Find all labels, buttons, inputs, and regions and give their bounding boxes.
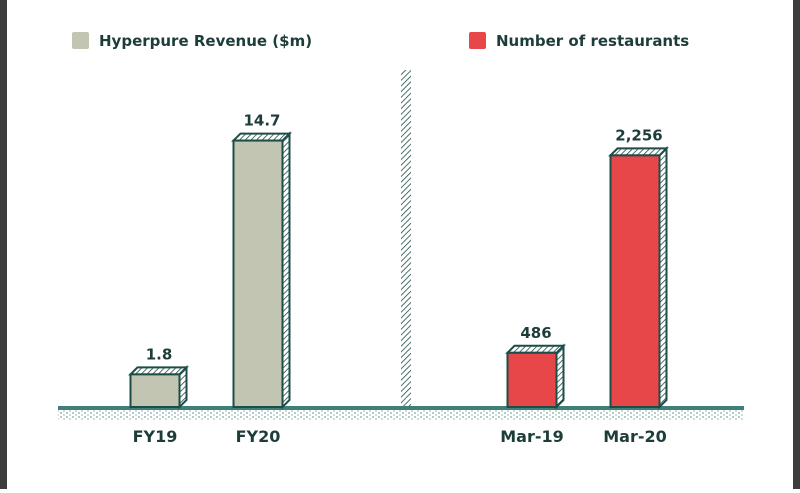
bar-mar-19 xyxy=(505,343,566,410)
legend-revenue: Hyperpure Revenue ($m) xyxy=(72,32,312,50)
tick-label-fy19: FY19 xyxy=(133,427,178,446)
bar-front-mar-20 xyxy=(609,154,661,408)
legend-restaurants-label: Number of restaurants xyxy=(496,32,689,50)
bar-mar-20 xyxy=(608,145,669,410)
legend-restaurants-swatch xyxy=(469,32,486,49)
bar-side-mar-19 xyxy=(555,343,565,410)
value-label-mar-19: 486 xyxy=(520,324,551,342)
bar-front-mar-19 xyxy=(506,351,558,408)
bar-front-fy19 xyxy=(129,373,181,408)
bar-top-fy19 xyxy=(128,366,189,376)
frame-edge-right xyxy=(793,0,800,489)
tick-label-mar-20: Mar-20 xyxy=(603,427,667,446)
panel-divider xyxy=(401,70,411,408)
bar-front-fy20 xyxy=(232,139,284,408)
value-label-fy19: 1.8 xyxy=(146,345,173,363)
bar-fy19 xyxy=(128,364,189,410)
bar-side-mar-20 xyxy=(658,145,668,410)
value-label-mar-20: 2,256 xyxy=(615,126,662,144)
legend-revenue-label: Hyperpure Revenue ($m) xyxy=(99,32,312,50)
value-label-fy20: 14.7 xyxy=(243,112,280,130)
tick-label-mar-19: Mar-19 xyxy=(500,427,564,446)
tick-label-fy20: FY20 xyxy=(236,427,281,446)
bars-layer: 1.8 FY19 14.7 FY20 486 Mar-19 2,256 Mar-20 xyxy=(128,112,669,446)
bar-top-fy20 xyxy=(231,132,292,142)
bar-top-mar-19 xyxy=(505,344,566,354)
legend-revenue-swatch xyxy=(72,32,89,49)
bar-top-mar-20 xyxy=(608,147,669,157)
bar-fy20 xyxy=(231,131,292,410)
bar-side-fy20 xyxy=(281,131,291,410)
frame-edge-left xyxy=(0,0,7,489)
ground-baseline xyxy=(58,406,744,420)
legend-restaurants: Number of restaurants xyxy=(469,32,689,50)
